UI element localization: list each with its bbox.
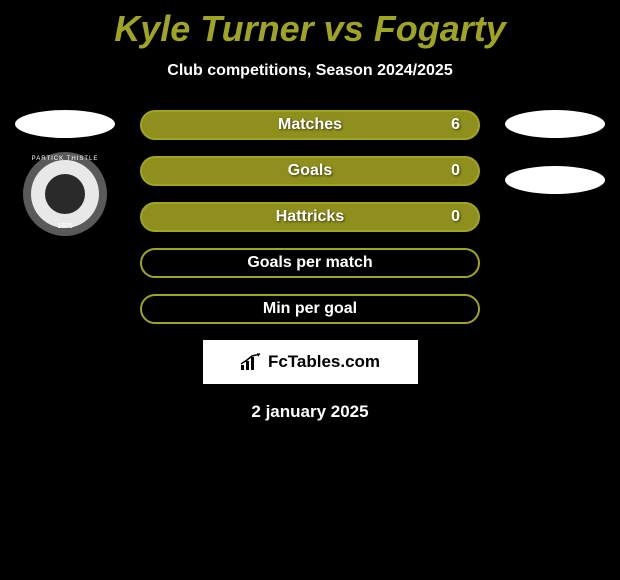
stat-value: 0 bbox=[451, 208, 460, 226]
stat-bar-mpg: Min per goal bbox=[140, 294, 480, 324]
content: PARTICK THISTLE 1876 Matches 6 Goals 0 H… bbox=[0, 110, 620, 324]
fctables-logo: FcTables.com bbox=[203, 340, 418, 384]
stat-label: Min per goal bbox=[263, 300, 357, 318]
stat-bar-matches: Matches 6 bbox=[140, 110, 480, 140]
stat-bars: Matches 6 Goals 0 Hattricks 0 Goals per … bbox=[140, 110, 480, 324]
subtitle: Club competitions, Season 2024/2025 bbox=[0, 62, 620, 80]
stat-label: Goals per match bbox=[247, 254, 372, 272]
stat-bar-gpm: Goals per match bbox=[140, 248, 480, 278]
right-column bbox=[500, 110, 610, 206]
stat-label: Matches bbox=[278, 116, 342, 134]
stat-value: 0 bbox=[451, 162, 460, 180]
crest-bottom-text: 1876 bbox=[23, 223, 107, 230]
stat-bar-hattricks: Hattricks 0 bbox=[140, 202, 480, 232]
crest-top-text: PARTICK THISTLE bbox=[23, 156, 107, 162]
page-title: Kyle Turner vs Fogarty bbox=[0, 0, 620, 50]
player-photo-right-1 bbox=[505, 110, 605, 138]
club-crest-left: PARTICK THISTLE 1876 bbox=[23, 152, 107, 236]
stat-value: 6 bbox=[451, 116, 460, 134]
stat-bar-goals: Goals 0 bbox=[140, 156, 480, 186]
left-column: PARTICK THISTLE 1876 bbox=[10, 110, 120, 236]
player-photo-left bbox=[15, 110, 115, 138]
stat-label: Goals bbox=[288, 162, 332, 180]
date-text: 2 january 2025 bbox=[0, 402, 620, 422]
stat-label: Hattricks bbox=[276, 208, 344, 226]
player-photo-right-2 bbox=[505, 166, 605, 194]
logo-chart-icon bbox=[240, 353, 262, 371]
logo-text: FcTables.com bbox=[268, 352, 380, 372]
